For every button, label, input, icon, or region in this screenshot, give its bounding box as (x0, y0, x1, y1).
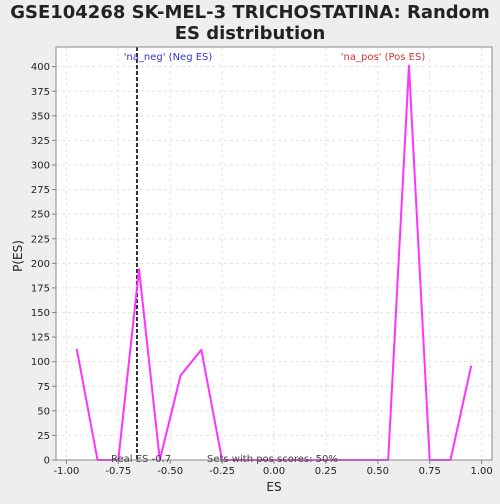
y-tick-label: 400 (31, 62, 50, 73)
tick-labels: -1.00 -0.75 -0.50 -0.25 0.00 0.25 0.50 0.75 1.00… (31, 62, 493, 477)
y-tick-label: 300 (31, 161, 50, 172)
x-axis-label: ES (266, 480, 281, 494)
chart-title-line-1: GSE104268 SK-MEL-3 TRICHOSTATINA: Random (10, 2, 490, 23)
y-tick-label: 175 (31, 283, 50, 294)
axes (52, 46, 493, 464)
chart-title-line-2: ES distribution (175, 23, 326, 44)
x-tick-label: 0.00 (263, 466, 285, 477)
y-axis-label: P(ES) (11, 240, 25, 272)
x-tick-label: 0.50 (367, 466, 389, 477)
x-tick-label: -0.75 (105, 466, 131, 477)
x-tick-label: -0.25 (209, 466, 235, 477)
y-tick-label: 150 (31, 308, 50, 319)
y-tick-label: 0 (44, 456, 50, 467)
x-tick-label: -0.50 (157, 466, 183, 477)
y-tick-label: 250 (31, 210, 50, 221)
neg-es-label: 'na_neg' (Neg ES) (124, 52, 213, 63)
y-tick-label: 200 (31, 259, 50, 270)
grid-lines (56, 47, 492, 461)
y-tick-label: 275 (31, 185, 50, 196)
y-tick-label: 225 (31, 234, 50, 245)
y-tick-label: 325 (31, 136, 50, 147)
y-tick-label: 100 (31, 357, 50, 368)
y-tick-label: 25 (37, 431, 50, 442)
y-tick-label: 375 (31, 87, 50, 98)
x-tick-label: 0.25 (315, 466, 337, 477)
x-tick-label: -1.00 (53, 466, 79, 477)
sets-pos-label: Sets with pos scores: 50% (207, 454, 338, 465)
y-tick-label: 350 (31, 111, 50, 122)
real-es-label: Real ES -0.7 (111, 454, 171, 465)
x-tick-label: 0.75 (419, 466, 441, 477)
x-tick-label: 1.00 (470, 466, 492, 477)
y-tick-label: 50 (37, 406, 50, 417)
y-tick-label: 75 (37, 382, 50, 393)
y-tick-label: 125 (31, 333, 50, 344)
pos-es-label: 'na_pos' (Pos ES) (341, 52, 426, 63)
